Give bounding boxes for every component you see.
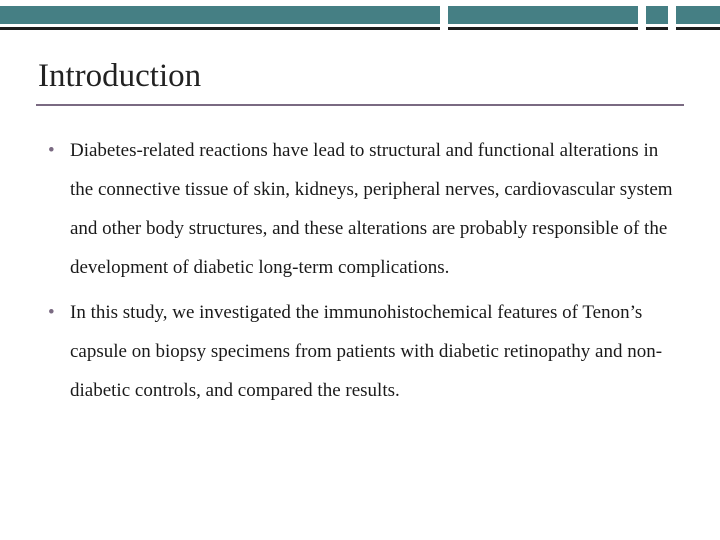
slide-title: Introduction: [38, 58, 201, 94]
title-underline: [36, 104, 684, 106]
band-rule: [0, 27, 720, 30]
band-segment: [448, 6, 638, 24]
band-gap: [440, 25, 448, 33]
top-decorative-band: [0, 0, 720, 38]
bullet-item: Diabetes-related reactions have lead to …: [48, 132, 678, 288]
bullet-list: Diabetes-related reactions have lead to …: [48, 132, 678, 411]
bullet-item: In this study, we investigated the immun…: [48, 294, 678, 411]
slide: Introduction Diabetes-related reactions …: [0, 0, 720, 540]
band-gap: [638, 25, 646, 33]
band-gap: [668, 25, 676, 33]
band-segment: [0, 6, 440, 24]
slide-body: Diabetes-related reactions have lead to …: [48, 132, 678, 417]
band-segment: [646, 6, 668, 24]
band-segment: [676, 6, 720, 24]
